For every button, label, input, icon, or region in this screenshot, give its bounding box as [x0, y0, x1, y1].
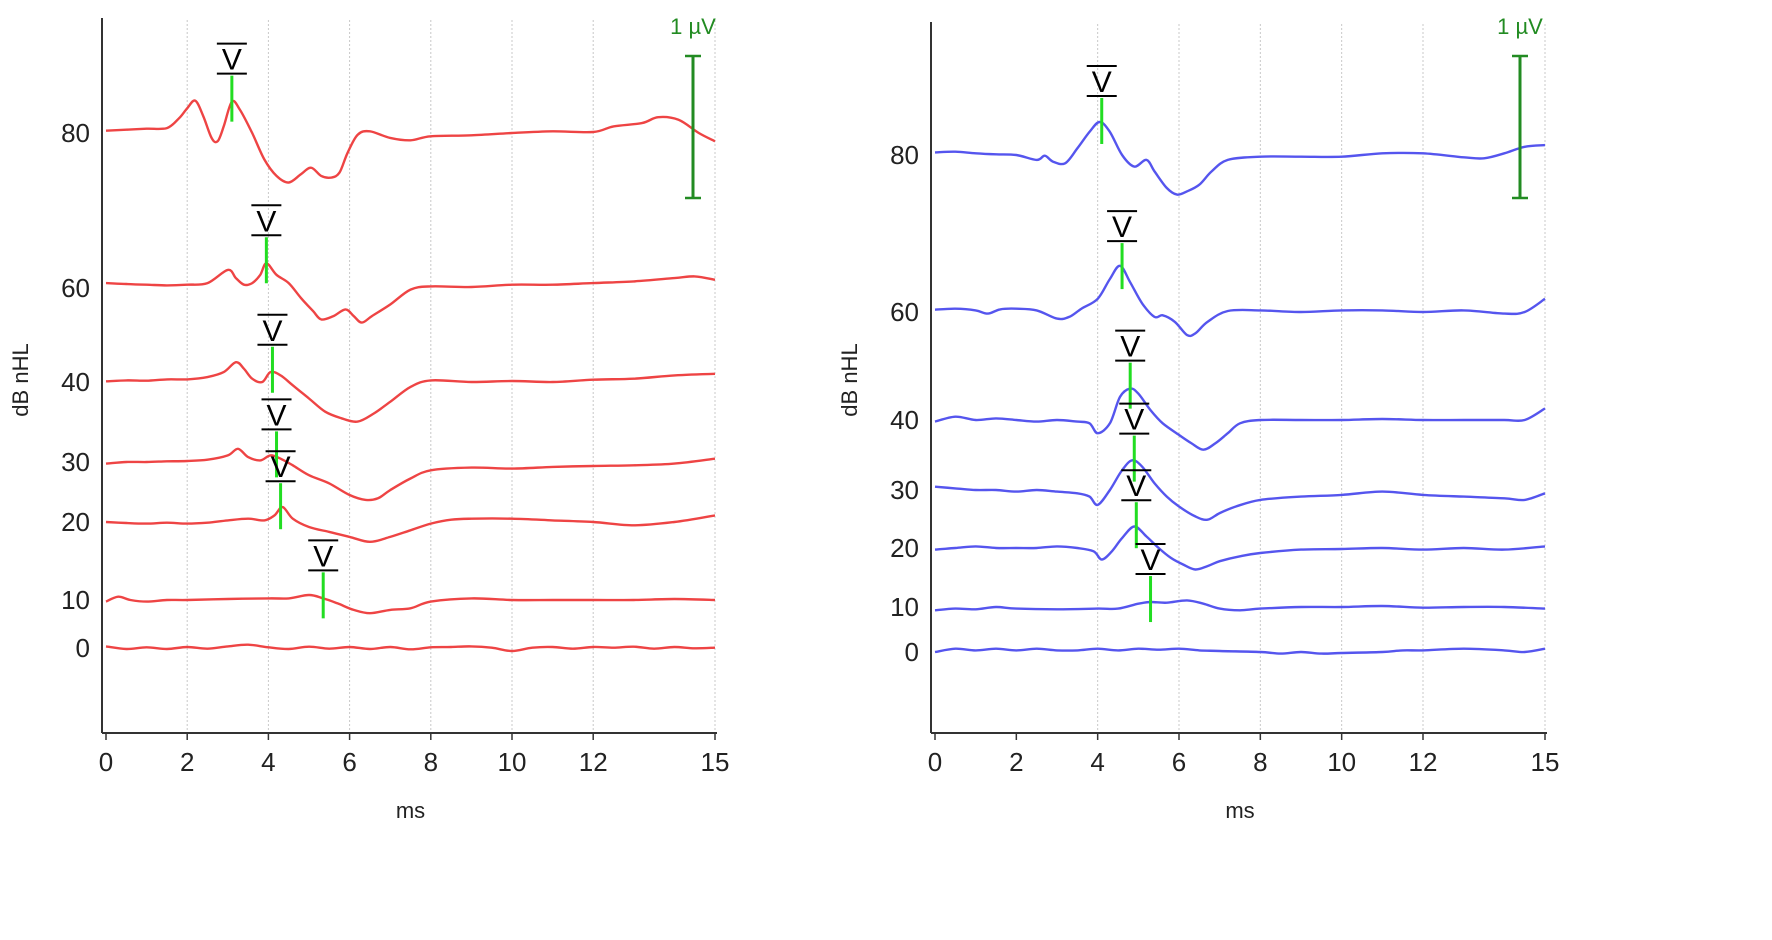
- y-tick-label-80: 80: [890, 140, 919, 170]
- peak-label-60db: V: [1112, 211, 1132, 244]
- y-tick-label-30: 30: [61, 447, 90, 477]
- y-tick-label-60: 60: [890, 297, 919, 327]
- x-tick-label: 4: [261, 747, 275, 777]
- peak-label-20db: V: [271, 451, 291, 484]
- peak-label-10db: V: [313, 540, 333, 573]
- peak-label-40db: V: [1120, 331, 1140, 364]
- peak-label-80db: V: [222, 44, 242, 77]
- x-tick-label: 15: [701, 747, 730, 777]
- waveform-60db: [934, 264, 1546, 338]
- x-tick-label: 12: [1409, 747, 1438, 777]
- y-tick-label-0: 0: [905, 637, 919, 667]
- y-tick-label-40: 40: [61, 367, 90, 397]
- peak-label-10db: V: [1141, 544, 1161, 577]
- peak-label-60db: V: [256, 205, 276, 238]
- y-tick-label-10: 10: [890, 592, 919, 622]
- y-tick-label-20: 20: [61, 507, 90, 537]
- x-tick-label: 0: [99, 747, 113, 777]
- waveform-20db: [105, 505, 716, 543]
- x-tick-label: 10: [498, 747, 527, 777]
- x-tick-label: 6: [342, 747, 356, 777]
- waveform-80db: [934, 120, 1546, 196]
- y-axis-title: dB nHL: [837, 343, 862, 416]
- y-tick-label-30: 30: [890, 475, 919, 505]
- y-tick-label-20: 20: [890, 533, 919, 563]
- x-tick-label: 15: [1531, 747, 1560, 777]
- x-tick-label: 10: [1327, 747, 1356, 777]
- waveform-80db: [105, 99, 716, 184]
- x-tick-label: 8: [1253, 747, 1267, 777]
- panel-right: 0 2 4 6 8 10 12 15 ms dB nHL 80 V 60 V 40 V 30 V 20 V 10 V 0 1 …: [837, 14, 1559, 823]
- waveform-20db: [934, 525, 1546, 571]
- x-axis-title: ms: [1225, 798, 1254, 823]
- waveform-30db: [934, 459, 1546, 522]
- waveform-60db: [105, 262, 716, 324]
- peak-label-30db: V: [1124, 404, 1144, 437]
- waveform-0db: [934, 647, 1546, 655]
- x-tick-label: 12: [579, 747, 608, 777]
- x-tick-label: 2: [180, 747, 194, 777]
- waveform-10db: [934, 599, 1546, 612]
- waveform-0db: [105, 643, 716, 653]
- x-tick-label: 8: [424, 747, 438, 777]
- waveform-40db: [934, 387, 1546, 451]
- scale-bar-label: 1 µV: [670, 14, 716, 39]
- y-tick-label-40: 40: [890, 405, 919, 435]
- peak-label-20db: V: [1126, 470, 1146, 503]
- y-tick-label-80: 80: [61, 118, 90, 148]
- y-tick-label-0: 0: [76, 633, 90, 663]
- peak-label-80db: V: [1092, 66, 1112, 99]
- x-tick-label: 4: [1090, 747, 1104, 777]
- waveform-40db: [105, 360, 716, 423]
- x-tick-label: 2: [1009, 747, 1023, 777]
- waveform-30db: [105, 447, 716, 502]
- scale-bar-label: 1 µV: [1497, 14, 1543, 39]
- y-tick-label-60: 60: [61, 273, 90, 303]
- y-axis-title: dB nHL: [8, 343, 33, 416]
- y-tick-label-10: 10: [61, 585, 90, 615]
- peak-label-40db: V: [262, 315, 282, 348]
- x-tick-label: 6: [1172, 747, 1186, 777]
- waveform-10db: [105, 593, 716, 615]
- x-tick-label: 0: [928, 747, 942, 777]
- x-axis-title: ms: [396, 798, 425, 823]
- panel-left: 0 2 4 6 8 10 12 15 ms dB nHL 80 V 60 V 40 V 30 V 20 V 10 V 0 1 …: [8, 14, 729, 823]
- peak-label-30db: V: [267, 399, 287, 432]
